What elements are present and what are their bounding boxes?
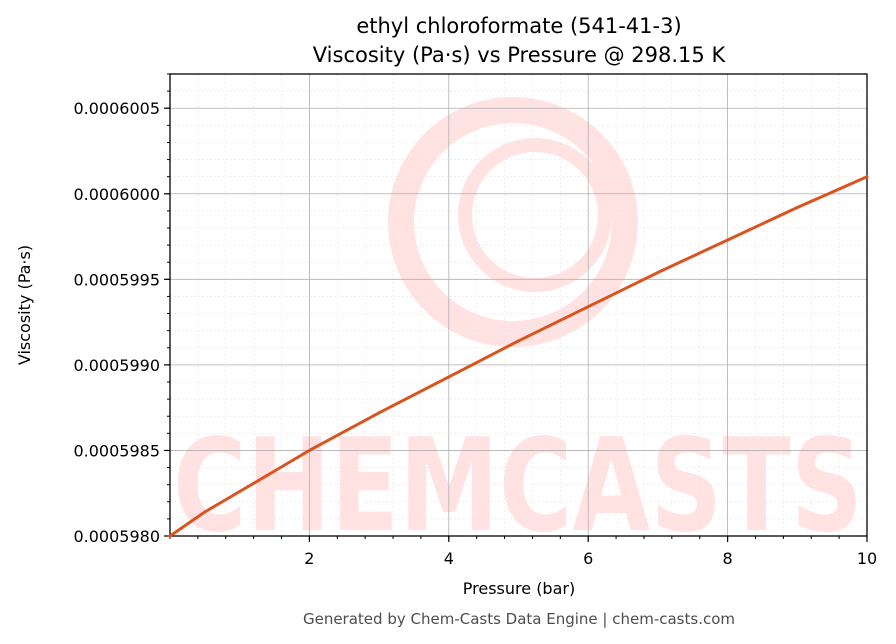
x-tick-label: 4 — [444, 549, 454, 568]
watermark-logo-icon — [388, 97, 638, 347]
data-point — [447, 375, 451, 379]
watermark: CHEMCASTS — [173, 97, 863, 561]
data-point — [586, 305, 590, 309]
x-axis-ticks: 2 4 6 8 10 — [169, 536, 877, 568]
data-point — [273, 469, 277, 473]
data-point — [865, 175, 869, 179]
y-tick-label: 0.0005990 — [73, 356, 160, 375]
x-tick-label: 2 — [304, 549, 314, 568]
y-tick-label: 0.0006000 — [73, 185, 160, 204]
data-point — [377, 411, 381, 415]
watermark-text: CHEMCASTS — [173, 412, 863, 561]
x-tick-label: 8 — [723, 549, 733, 568]
series-group — [168, 175, 869, 538]
data-point — [656, 270, 660, 274]
y-axis-label: Viscosity (Pa·s) — [15, 245, 34, 365]
y-axis-ticks: 0.0005980 0.0005985 0.0005990 0.0005995 0.00… — [73, 73, 170, 546]
plot-frame — [169, 73, 868, 537]
x-axis-label: Pressure (bar) — [463, 579, 575, 598]
y-tick-label: 0.0005985 — [73, 441, 160, 460]
data-point — [517, 339, 520, 343]
footer-credit: Generated by Chem-Casts Data Engine | ch… — [303, 610, 735, 628]
y-tick-label: 0.0006005 — [73, 99, 160, 118]
data-point — [168, 534, 172, 538]
data-point — [203, 510, 207, 514]
y-tick-label: 0.0005980 — [73, 527, 160, 546]
data-point — [795, 205, 799, 209]
x-tick-label: 6 — [583, 549, 593, 568]
x-tick-label: 10 — [857, 549, 877, 568]
chart-title: ethyl chloroformate (541-41-3) — [356, 14, 681, 38]
data-point — [238, 490, 242, 494]
chart-subtitle: Viscosity (Pa·s) vs Pressure @ 298.15 K — [313, 43, 727, 67]
data-point — [307, 448, 311, 452]
y-tick-label: 0.0005995 — [73, 270, 160, 289]
data-point — [726, 238, 730, 242]
